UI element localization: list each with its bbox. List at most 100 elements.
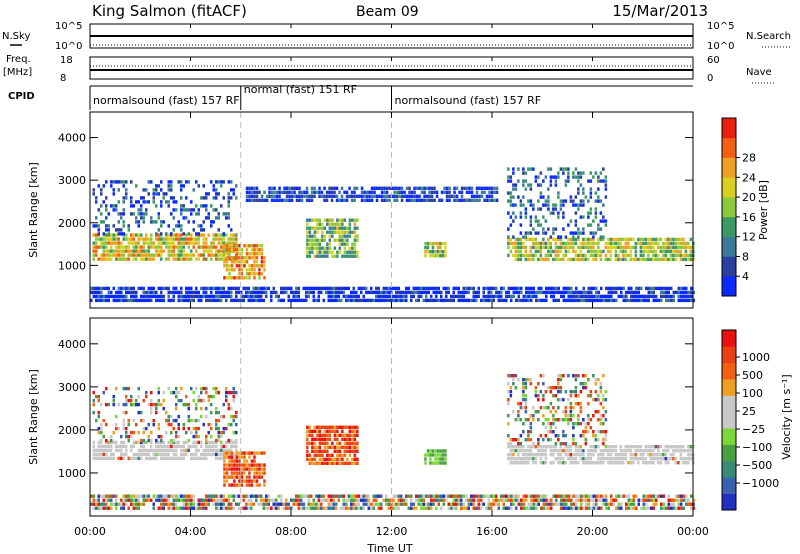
echo-cell [567, 374, 570, 378]
echo-cell [497, 290, 500, 295]
echo-cell [232, 444, 235, 449]
echo-cell [115, 290, 118, 295]
echo-cell [182, 232, 185, 236]
echo-cell [157, 286, 160, 291]
echo-cell [524, 386, 528, 390]
echo-cell [305, 294, 308, 299]
echo-cell [190, 498, 193, 502]
echo-cell [195, 294, 198, 299]
echo-cell [205, 216, 208, 220]
echo-cell [652, 294, 655, 299]
echo-cell [185, 448, 188, 453]
echo-cell [295, 502, 298, 506]
echo-cell [547, 290, 550, 295]
echo-cell [572, 290, 575, 295]
echo-cell [441, 453, 445, 457]
echo-cell [223, 483, 226, 487]
echo-cell [172, 233, 175, 237]
freq-tick-top: 18 [60, 55, 73, 66]
echo-cell [610, 290, 613, 295]
echo-cell [187, 286, 190, 291]
echo-cell [587, 422, 590, 426]
echo-cell [535, 502, 538, 506]
echo-cell [534, 453, 538, 457]
echo-cell [165, 448, 168, 453]
echo-cell [677, 298, 680, 303]
echo-cell [97, 410, 100, 415]
echo-cell [589, 418, 593, 422]
echo-cell [440, 198, 444, 202]
echo-cell [345, 294, 348, 299]
echo-cell [235, 184, 238, 188]
echo-cell [107, 294, 110, 299]
echo-cell [569, 449, 573, 453]
echo-cell [167, 253, 170, 257]
echo-cell [343, 190, 346, 194]
echo-cell [120, 212, 123, 216]
echo-cell [157, 192, 160, 196]
echo-cell [332, 286, 335, 291]
echo-cell [95, 241, 98, 245]
nave-label: Nave [746, 67, 772, 78]
echo-cell [341, 254, 344, 258]
echo-cell [597, 294, 600, 299]
echo-cell [175, 498, 178, 502]
echo-cell [175, 286, 178, 291]
echo-cell [642, 449, 645, 453]
echo-cell [280, 198, 284, 202]
echo-cell [140, 208, 143, 212]
echo-cell [465, 198, 469, 202]
echo-cell [130, 212, 133, 216]
echo-cell [362, 294, 365, 299]
echo-cell [175, 237, 178, 241]
echo-cell [612, 457, 615, 461]
echo-cell [155, 245, 158, 249]
echo-cell [205, 506, 208, 510]
echo-cell [152, 506, 155, 510]
echo-cell [235, 248, 239, 252]
echo-cell [370, 186, 374, 190]
echo-cell [554, 249, 558, 254]
echo-cell [313, 246, 317, 250]
echo-cell [155, 410, 158, 415]
echo-cell [331, 254, 334, 258]
echo-cell [330, 298, 333, 303]
echo-cell [437, 290, 440, 295]
echo-cell [333, 461, 337, 465]
echo-cell [669, 249, 673, 254]
echo-cell [524, 237, 528, 242]
echo-cell [654, 253, 658, 258]
echo-cell [482, 294, 485, 299]
echo-cell [662, 449, 665, 453]
echo-cell [258, 463, 261, 467]
echo-cell [602, 203, 605, 207]
echo-cell [517, 453, 520, 457]
echo-cell [160, 402, 163, 407]
echo-cell [310, 506, 313, 510]
echo-cell [680, 298, 683, 303]
echo-cell [318, 190, 321, 194]
echo-cell [547, 418, 550, 422]
echo-cell [270, 298, 273, 303]
echo-cell [400, 498, 403, 502]
echo-cell [422, 298, 425, 303]
echo-cell [115, 422, 118, 427]
echo-cell [255, 190, 259, 194]
echo-cell [152, 456, 155, 461]
echo-cell [255, 475, 259, 479]
echo-cell [512, 235, 515, 239]
echo-cell [97, 237, 100, 241]
echo-cell [652, 253, 655, 258]
cpid-segment-label: normalsound (fast) 157 RF [395, 94, 542, 107]
echo-cell [185, 286, 188, 291]
echo-cell [609, 453, 613, 457]
echo-cell [462, 298, 465, 303]
echo-cell [587, 402, 590, 406]
echo-cell [125, 386, 128, 391]
echo-cell [594, 207, 598, 211]
echo-cell [587, 257, 590, 262]
echo-cell [677, 445, 680, 449]
echo-cell [390, 186, 394, 190]
echo-cell [652, 494, 655, 498]
echo-cell [137, 233, 140, 237]
